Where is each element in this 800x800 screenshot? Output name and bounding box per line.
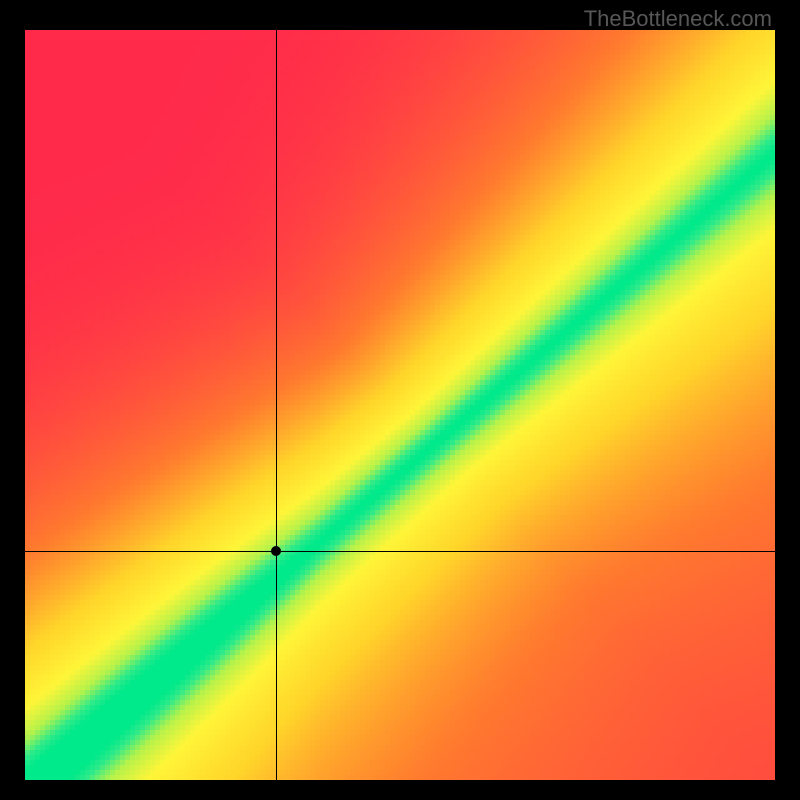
- heatmap-canvas: [25, 30, 775, 780]
- crosshair-marker-dot: [271, 546, 281, 556]
- crosshair-vertical: [276, 30, 277, 780]
- watermark-text: TheBottleneck.com: [584, 6, 772, 32]
- crosshair-horizontal: [25, 551, 775, 552]
- bottleneck-heatmap: [25, 30, 775, 780]
